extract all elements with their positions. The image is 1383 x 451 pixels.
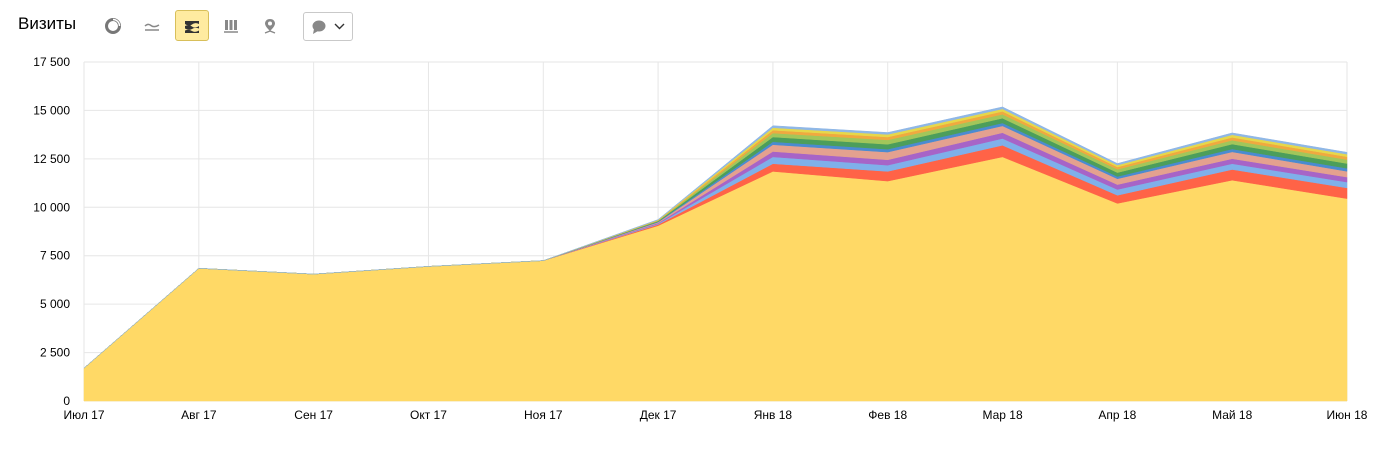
stacked-area-chart: 0 2 500 5 000 7 500 10 000 12 500 15 000 17 500… [33,55,1367,422]
pie-chart-button[interactable] [96,10,130,41]
y-tick-label: 17 500 [33,55,70,69]
speech-bubble-icon [312,20,326,34]
x-axis-ticks: Июл 17 Авг 17 Сен 17 Окт 17 Ноя 17 Дек 17 Янв … [63,408,1367,422]
x-tick-label: Май 18 [1212,408,1253,422]
line-chart-button[interactable] [135,10,169,41]
pie-chart-icon [105,17,121,34]
map-pin-icon [264,18,276,34]
x-tick-label: Авг 17 [181,408,217,422]
x-tick-label: Янв 18 [754,408,793,422]
x-tick-label: Ноя 17 [524,408,563,422]
line-chart-icon [144,23,160,31]
chevron-down-icon [334,23,345,30]
y-tick-label: 15 000 [33,103,70,117]
map-button[interactable] [253,10,287,41]
y-tick-label: 7 500 [40,249,70,263]
y-tick-label: 2 500 [40,346,70,360]
chart-toolbar: Визиты [0,0,1383,52]
annotations-dropdown[interactable] [303,12,353,41]
area-series-10 [83,106,1348,369]
x-tick-label: Дек 17 [640,408,677,422]
y-tick-label: 12 500 [33,152,70,166]
x-tick-label: Июл 17 [63,408,104,422]
y-tick-label: 5 000 [40,297,70,311]
x-tick-label: Апр 18 [1098,408,1136,422]
y-tick-label: 10 000 [33,200,70,214]
area-series [83,106,1348,402]
x-tick-label: Июн 18 [1327,408,1368,422]
x-tick-label: Фев 18 [868,408,907,422]
y-axis-ticks: 0 2 500 5 000 7 500 10 000 12 500 15 000 17 500 [33,55,70,408]
x-tick-label: Окт 17 [410,408,447,422]
chart-title: Визиты [18,14,77,33]
stacked-area-chart-button[interactable] [175,10,209,41]
bar-chart-button[interactable] [214,10,248,41]
y-tick-label: 0 [63,394,70,408]
x-tick-label: Сен 17 [294,408,333,422]
bar-chart-icon [224,19,238,33]
x-tick-label: Мар 18 [982,408,1022,422]
stacked-area-chart-icon [185,20,199,33]
